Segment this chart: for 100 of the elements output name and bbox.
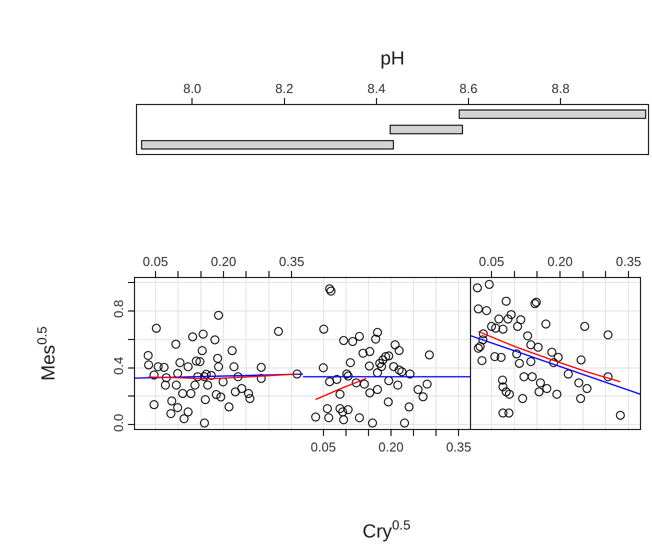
- point: [339, 415, 348, 424]
- point: [506, 310, 516, 320]
- point: [526, 357, 536, 366]
- point: [214, 362, 224, 372]
- point: [372, 385, 382, 394]
- point: [405, 370, 414, 379]
- point: [245, 394, 254, 404]
- point: [381, 352, 390, 362]
- point: [523, 331, 532, 340]
- point: [541, 320, 550, 329]
- point: [200, 372, 209, 382]
- x-tick-label: 0.05: [310, 440, 336, 455]
- point: [178, 389, 188, 398]
- point: [150, 370, 159, 380]
- point: [344, 372, 353, 381]
- point: [384, 351, 394, 360]
- point: [518, 394, 528, 404]
- point: [371, 334, 380, 344]
- point: [160, 380, 170, 390]
- point: [190, 380, 200, 390]
- point: [200, 395, 210, 404]
- point: [564, 370, 573, 379]
- bar: [390, 124, 463, 134]
- point: [336, 390, 345, 399]
- point: [228, 346, 237, 356]
- point: [212, 390, 221, 400]
- point: [519, 372, 528, 382]
- point: [472, 283, 482, 292]
- point: [418, 392, 428, 402]
- point: [516, 315, 526, 324]
- point: [422, 380, 432, 389]
- point: [498, 408, 508, 418]
- bar: [141, 140, 394, 150]
- bar: [458, 109, 646, 119]
- point: [213, 354, 222, 363]
- point: [504, 408, 514, 418]
- y-tick-label: 0.0: [110, 414, 126, 432]
- point: [292, 370, 302, 379]
- point: [513, 322, 522, 331]
- point: [504, 390, 514, 399]
- point: [502, 296, 511, 306]
- point: [377, 362, 386, 372]
- y-tick-label: 0.4: [110, 356, 126, 375]
- point: [229, 362, 238, 372]
- point: [526, 340, 536, 350]
- point: [224, 402, 234, 412]
- point: [476, 342, 485, 352]
- point: [358, 348, 368, 358]
- point: [528, 372, 537, 382]
- x-tick-label: 0.05: [142, 254, 168, 269]
- point: [554, 352, 563, 362]
- point: [326, 286, 336, 296]
- point: [344, 405, 353, 414]
- point: [498, 382, 508, 392]
- x-tick-label: 8.0: [183, 80, 202, 96]
- point: [536, 378, 545, 388]
- point: [162, 373, 171, 382]
- point: [365, 388, 374, 398]
- point: [244, 389, 254, 398]
- x-tick-label: 0.20: [210, 254, 236, 269]
- point: [424, 350, 434, 360]
- point: [342, 370, 352, 379]
- point: [384, 397, 393, 406]
- point: [580, 322, 590, 331]
- point: [348, 337, 358, 346]
- point: [160, 362, 169, 372]
- point: [167, 396, 176, 406]
- point: [372, 328, 382, 337]
- point: [188, 332, 198, 342]
- point: [218, 377, 228, 386]
- point: [192, 356, 201, 366]
- point: [477, 356, 486, 366]
- point: [184, 407, 193, 416]
- point: [582, 384, 592, 394]
- point: [384, 376, 394, 386]
- point: [393, 380, 402, 390]
- point: [175, 358, 184, 368]
- point: [368, 418, 378, 428]
- point: [210, 335, 220, 344]
- point: [616, 410, 625, 420]
- point: [474, 344, 483, 353]
- point: [352, 378, 361, 388]
- point: [214, 310, 224, 320]
- x-tick-label: 0.20: [378, 440, 404, 455]
- point: [206, 370, 216, 380]
- x-axis-title: pH: [380, 48, 405, 70]
- point: [198, 330, 208, 339]
- point: [324, 413, 334, 422]
- point: [394, 366, 404, 375]
- point: [256, 362, 266, 372]
- point: [474, 304, 483, 314]
- point: [498, 376, 508, 385]
- point: [150, 400, 159, 410]
- point: [604, 372, 613, 382]
- point: [325, 377, 334, 386]
- point: [166, 409, 176, 418]
- point: [389, 362, 398, 372]
- x-tick-label: 8.4: [367, 80, 386, 96]
- point: [202, 370, 211, 379]
- x-tick-label: 8.6: [459, 80, 478, 96]
